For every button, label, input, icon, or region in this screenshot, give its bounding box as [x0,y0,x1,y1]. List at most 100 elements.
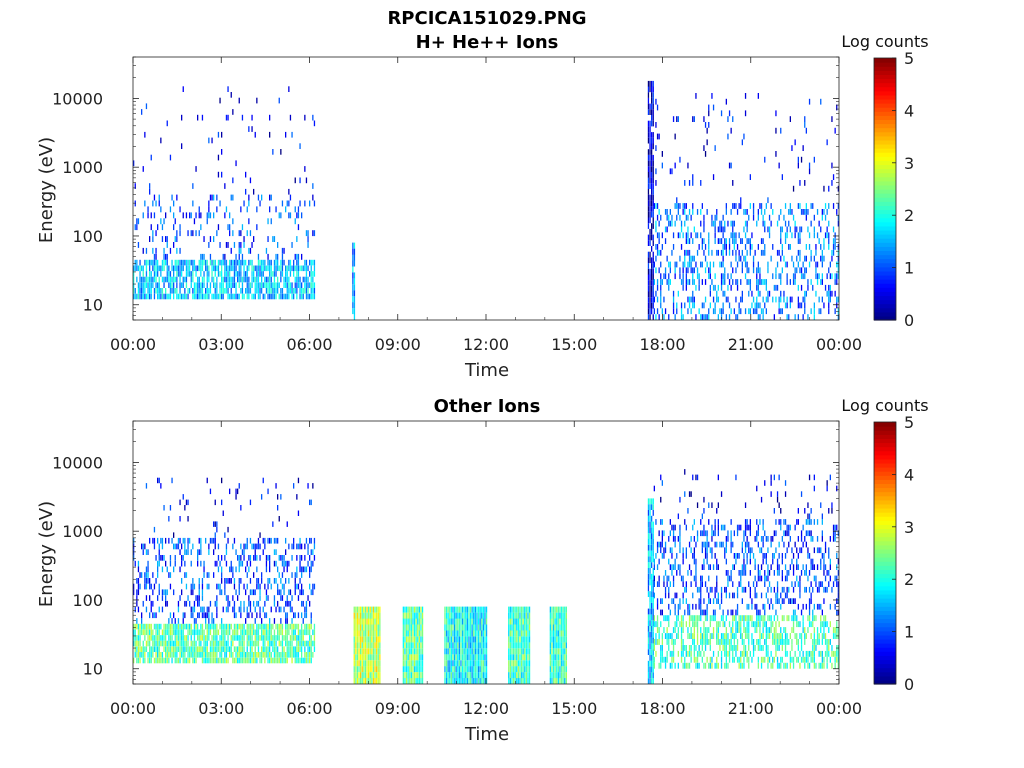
spectrogram-cell [192,606,194,613]
spectrogram-cell [664,209,667,215]
spectrogram-cell [169,271,172,277]
colorbar-swatch [874,279,896,284]
spectrogram-cell [211,635,213,641]
spectrogram-cell [651,637,653,644]
spectrogram-cell [296,212,298,219]
spectrogram-cell [701,639,703,645]
spectrogram-cell [174,259,176,266]
spectrogram-cell [760,308,763,315]
spectrogram-cell [816,639,819,645]
spectrogram-cell [171,623,173,630]
colorbar-swatch [874,70,896,75]
spectrogram-cell [692,279,694,285]
spectrogram-cell [420,618,422,625]
spectrogram-cell [150,282,152,288]
spectrogram-cell [285,618,287,624]
spectrogram-cell [201,652,204,658]
spectrogram-cell [684,261,686,268]
spectrogram-cell [717,249,719,256]
spectrogram-cell [404,666,406,673]
spectrogram-cell [179,595,181,601]
spectrogram-cell [752,267,755,274]
spectrogram-cell [203,276,205,283]
spectrogram-cell [724,645,726,651]
spectrogram-cell [275,606,277,613]
spectrogram-cell [791,209,793,215]
spectrogram-cell [289,589,292,596]
spectrogram-cell [371,624,373,631]
spectrogram-cell [417,666,419,673]
spectrogram-cell [208,623,210,630]
colorbar-swatch [874,311,896,317]
spectrogram-cell [649,103,651,110]
spectrogram-cell [150,606,152,613]
spectrogram-cell [369,636,371,643]
spectrogram-cell [270,657,272,664]
spectrogram-cell [190,629,192,636]
spectrogram-cell [137,282,140,288]
spectrogram-cell [557,648,559,655]
spectrogram-cell [730,627,732,633]
spectrogram-cell [482,660,484,667]
spectrogram-cell [213,623,215,630]
spectrogram-cell [743,255,745,262]
spectrogram-cell [676,203,678,209]
spectrogram-cell [193,293,196,300]
spectrogram-cell [652,614,654,621]
spectrogram-cell [313,640,316,647]
spectrogram-cell [751,615,753,622]
spectrogram-cell [193,618,196,624]
spectrogram-cell [305,640,308,647]
spectrogram-cell [554,672,556,679]
spectrogram-cell [656,249,659,256]
spectrogram-cell [402,612,404,619]
spectrogram-cell [187,595,189,601]
spectrogram-cell [248,640,250,647]
spectrogram-cell [565,678,567,684]
spectrogram-cell [195,646,197,652]
spectrogram-cell [240,242,242,248]
spectrogram-cell [136,652,138,658]
spectrogram-cell [253,640,255,647]
panel-1-axes: 00:00 03:00 06:00 09:00 12:00 15:00 18:00 21:00… [52,56,862,354]
spectrogram-cell [749,284,751,291]
spectrogram-cell [364,654,367,661]
spectrogram-cell [757,244,759,250]
spectrogram-cell [206,635,208,641]
spectrogram-cell [527,606,529,613]
spectrogram-cell [293,483,295,489]
spectrogram-cell [272,282,274,288]
spectrogram-cell [527,642,529,649]
spectrogram-cell [136,635,138,641]
spectrogram-cell [789,302,791,309]
spectrogram-cell [353,296,356,303]
spectrogram-cell [256,288,258,294]
spectrogram-cell [471,678,473,684]
spectrogram-cell [445,642,448,649]
spectrogram-cell [652,637,654,644]
spectrogram-cell [552,618,555,625]
spectrogram-cell [352,260,354,267]
spectrogram-cell [289,114,292,121]
spectrogram-cell [152,236,154,242]
spectrogram-cell [776,662,779,669]
spectrogram-cell [690,267,692,274]
spectrogram-cell [307,288,309,294]
spectrogram-cell [661,656,663,663]
spectrogram-cell [147,206,149,213]
spectrogram-cell [270,652,272,658]
spectrogram-cell [720,226,723,233]
spectrogram-cell [735,615,737,622]
spectrogram-cell [738,232,740,239]
spectrogram-cell [679,232,681,239]
spectrogram-cell [182,635,184,641]
spectrogram-cell [152,230,154,237]
spectrogram-cell [214,640,216,647]
spectrogram-cell [364,606,367,613]
spectrogram-cell [275,259,277,266]
spectrogram-cell [198,282,200,288]
spectrogram-cell [485,618,488,625]
spectrogram-cell [692,174,694,180]
spectrogram-cell [704,639,707,645]
spectrogram-cell [668,214,670,221]
